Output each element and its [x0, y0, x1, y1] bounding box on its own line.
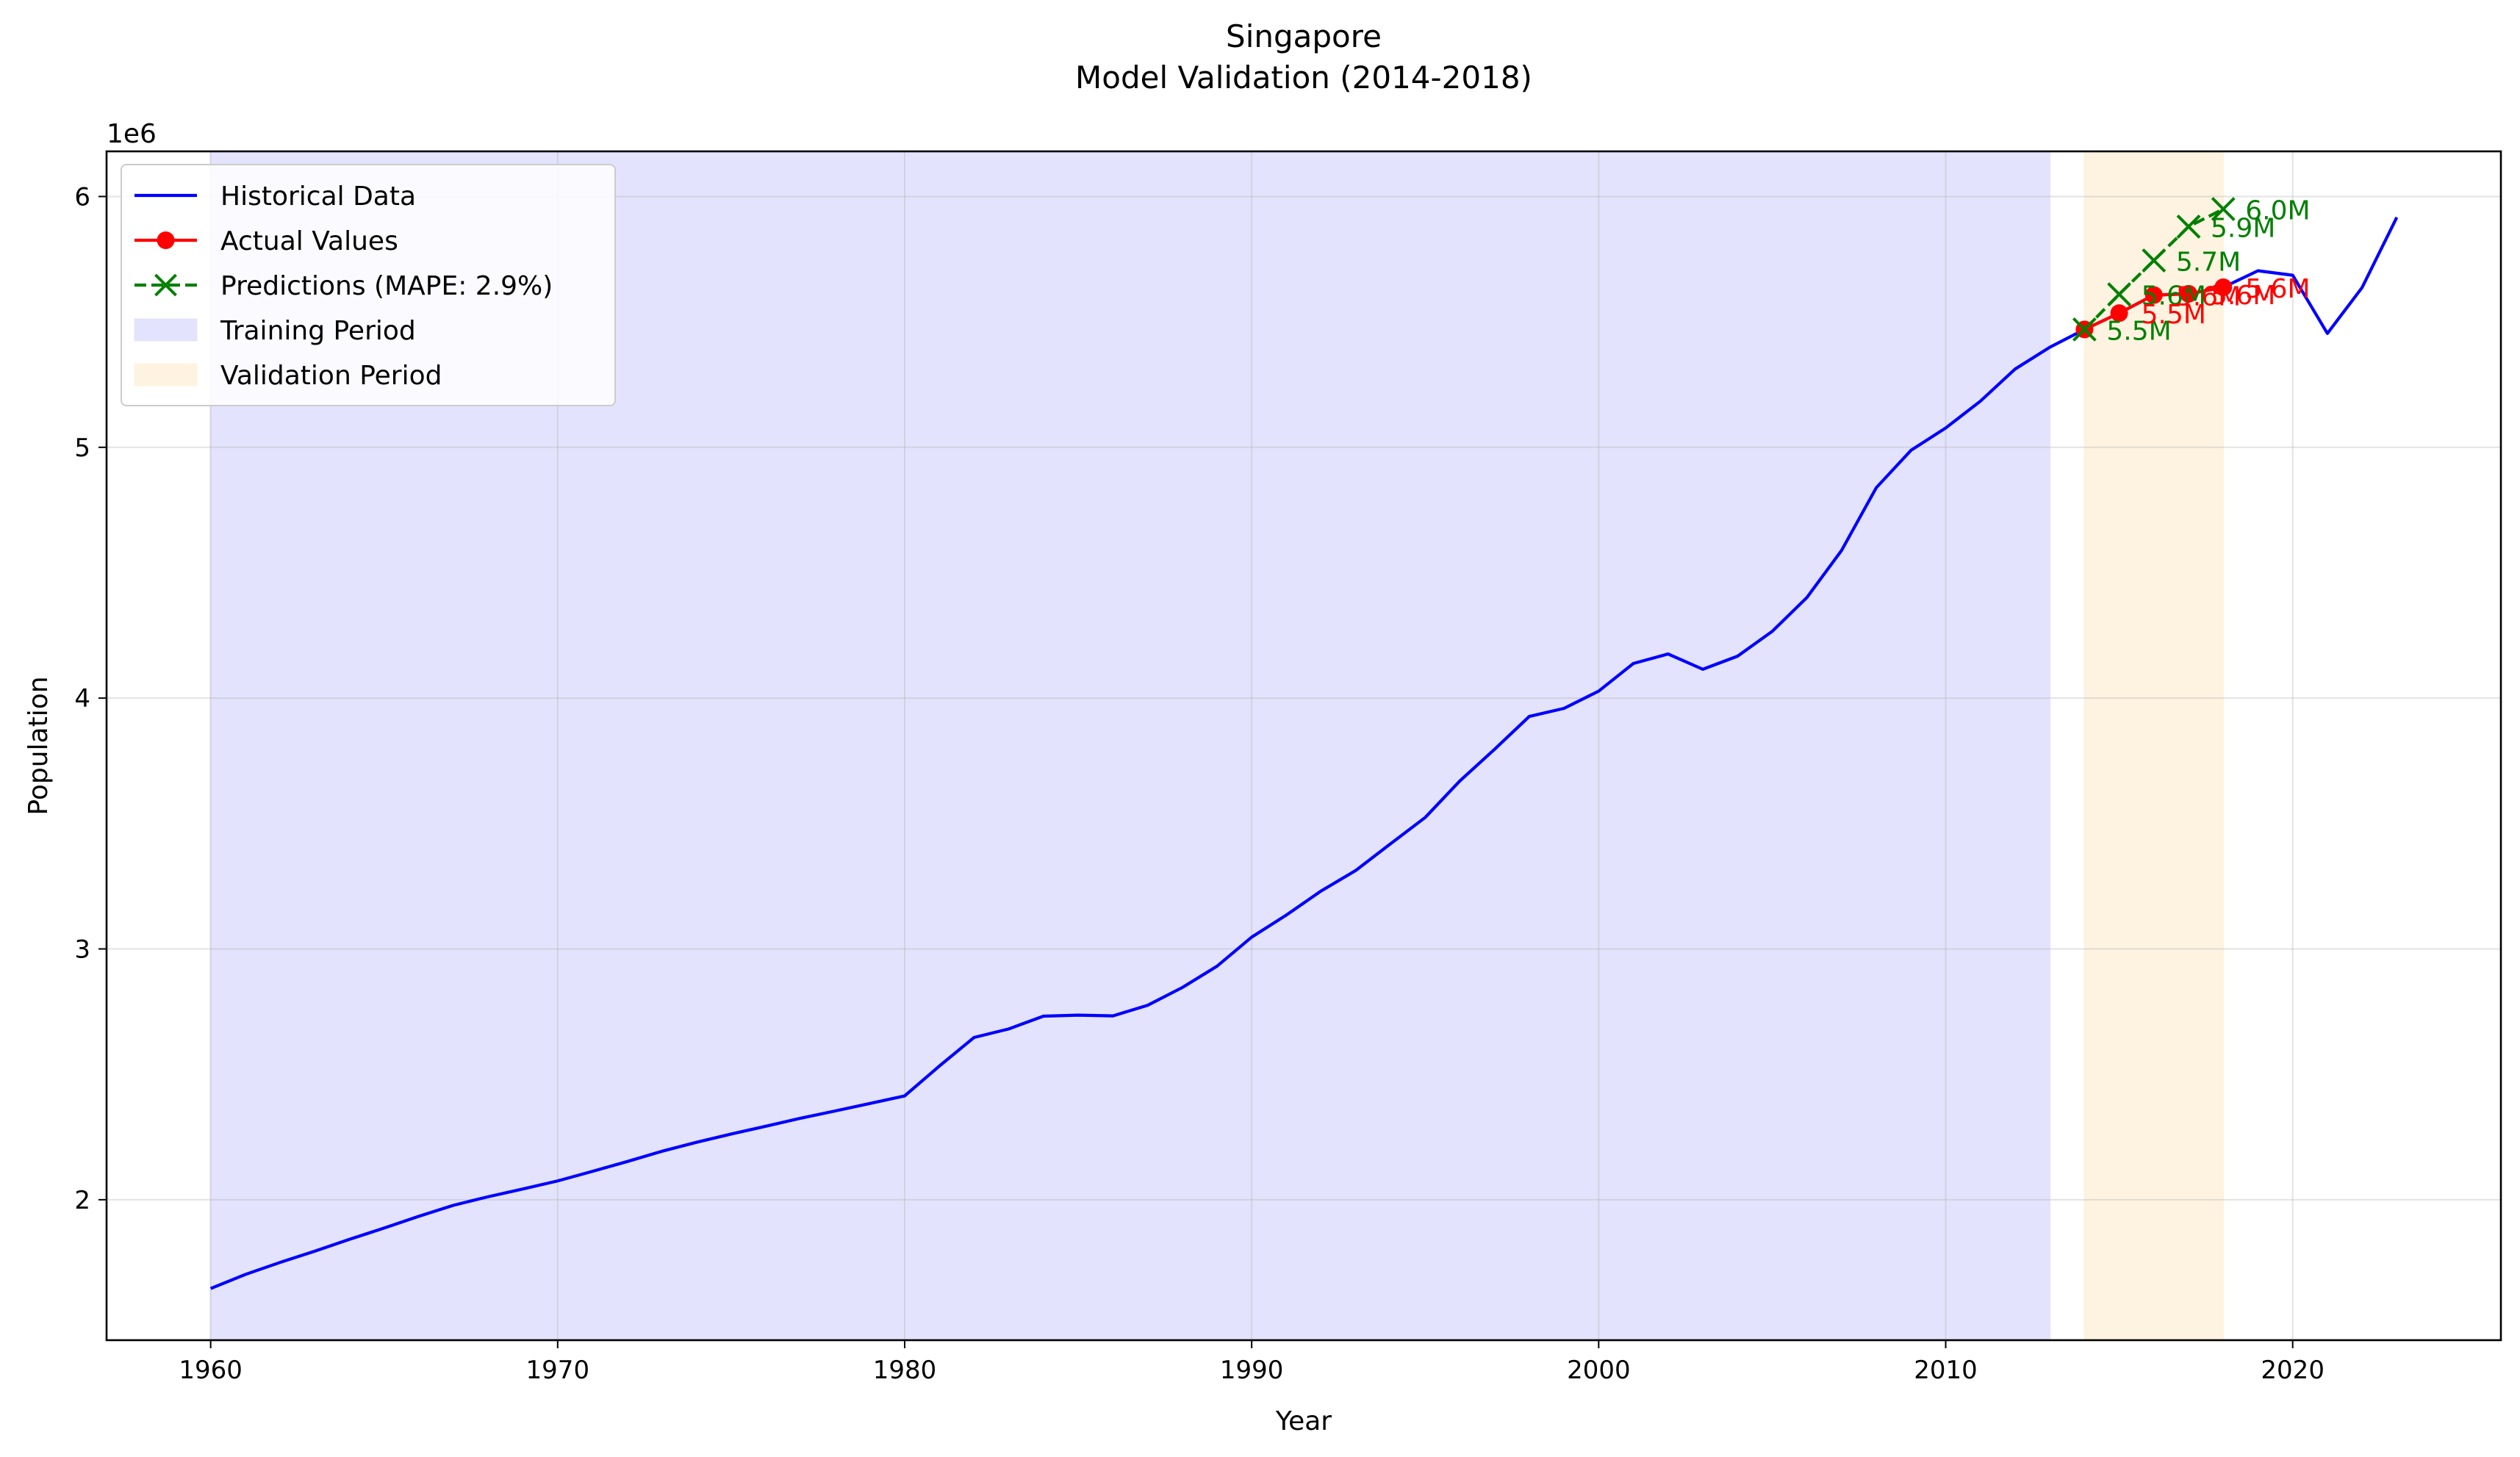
actual-value-point — [2214, 278, 2233, 297]
x-tick-label: 1980 — [873, 1356, 937, 1385]
y-tick-label: 3 — [74, 935, 90, 964]
prediction-point-stroke-b — [2176, 214, 2201, 239]
y-axis-offset-label: 1e6 — [107, 119, 157, 149]
prediction-point — [2107, 282, 2132, 306]
legend-marker-actual — [157, 231, 175, 249]
x-tick-label: 1970 — [526, 1356, 590, 1385]
historical-data-line — [209, 216, 2399, 1290]
chart-subtitle: Model Validation (2014-2018) — [1075, 60, 1532, 96]
legend-box — [121, 164, 616, 406]
predicted-data-label: 5.7M — [2176, 247, 2241, 277]
legend-label-historical: Historical Data — [220, 181, 416, 212]
prediction-point — [2176, 214, 2201, 239]
actual-value-point — [2180, 284, 2198, 303]
data-series — [209, 197, 2399, 1290]
x-tick-label: 2010 — [1914, 1356, 1978, 1385]
prediction-point — [2211, 197, 2236, 221]
prediction-point-stroke-b — [2072, 317, 2097, 342]
axes: 1960 1970 1980 1990 2000 2010 2020 2 3 4 5 6 — [74, 182, 2325, 1385]
y-tick-label: 4 — [74, 684, 90, 713]
legend-marker-predicted-stroke-b — [154, 273, 177, 297]
y-tick-label: 5 — [74, 433, 90, 463]
x-tick-label: 2020 — [2261, 1356, 2325, 1385]
actual-data-label: 5.6M — [2245, 274, 2310, 304]
validation-period-span — [2084, 151, 2224, 1340]
y-tick-label: 2 — [74, 1186, 90, 1215]
actual-value-point — [2144, 286, 2163, 304]
legend-swatch-training — [134, 318, 198, 342]
x-tick-label: 2000 — [1567, 1356, 1631, 1385]
x-axis-label: Year — [1275, 1406, 1332, 1436]
predicted-data-label: 5.5M — [2106, 316, 2171, 346]
y-tick-label: 6 — [74, 182, 90, 212]
grid-lines — [107, 151, 2501, 1340]
legend-swatch-validation — [134, 363, 198, 386]
legend-label-training: Training Period — [220, 316, 416, 346]
actual-data-label: 5.6M — [2211, 281, 2275, 311]
prediction-point — [2142, 248, 2167, 273]
predicted-data-label: 5.6M — [2142, 281, 2206, 312]
legend: Historical Data Actual Values Predictions … — [121, 164, 616, 406]
x-tick-label: 1990 — [1220, 1356, 1284, 1385]
predicted-data-label: 6.0M — [2245, 196, 2310, 226]
legend-label-validation: Validation Period — [220, 361, 442, 391]
actual-data-label: 5.5M — [2142, 300, 2206, 330]
prediction-point-stroke-b — [2107, 282, 2132, 306]
predictions-line — [2083, 207, 2225, 331]
legend-marker-predicted — [154, 273, 177, 297]
actual-value-point — [2110, 304, 2128, 323]
prediction-point — [2072, 317, 2097, 342]
plot-frame — [105, 150, 2502, 1342]
predicted-data-label: 5.9M — [2211, 213, 2275, 243]
prediction-point-stroke-b — [2211, 197, 2236, 221]
x-tick-label: 1960 — [179, 1356, 243, 1385]
prediction-point-stroke-b — [2142, 248, 2167, 273]
legend-label-actual: Actual Values — [220, 226, 398, 256]
legend-label-predicted: Predictions (MAPE: 2.9%) — [220, 271, 553, 301]
y-axis-label: Population — [24, 676, 54, 815]
actual-data-label: 5.6M — [2176, 282, 2241, 312]
chart-title: Singapore — [1226, 18, 1382, 54]
data-labels: 5.5M5.6M5.7M5.9M6.0M5.5M5.6M5.6M5.6M — [2106, 196, 2310, 347]
